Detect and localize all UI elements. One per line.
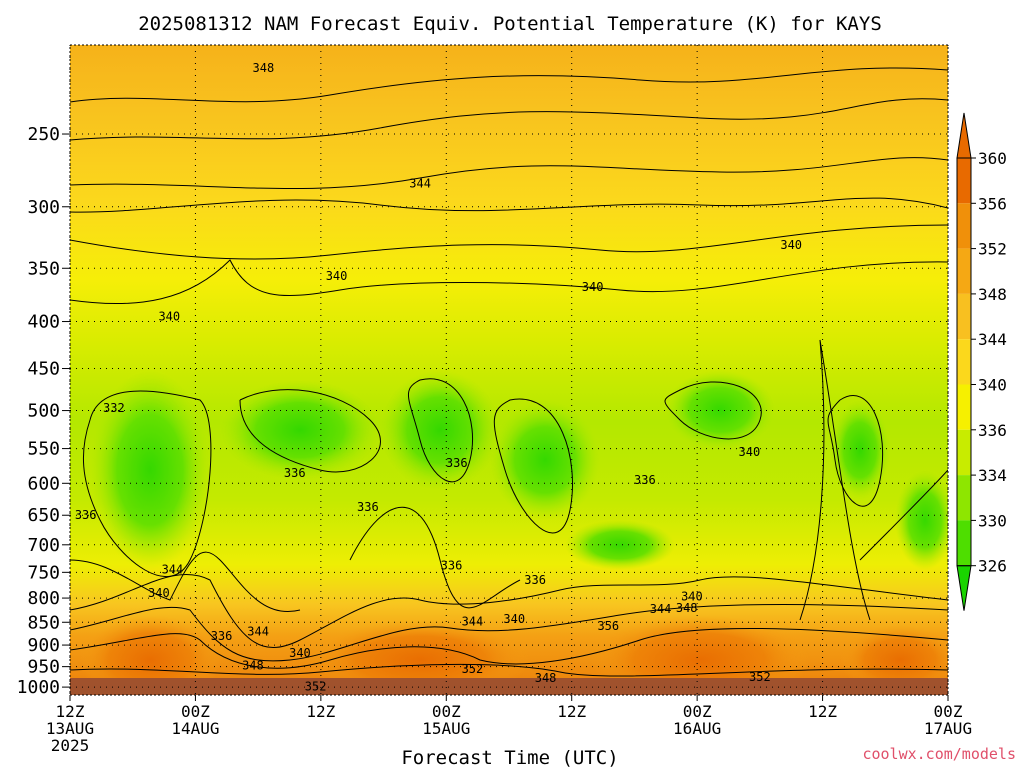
contour-label: 340 <box>739 445 761 459</box>
x-tick-label: 12Z <box>808 702 837 721</box>
y-tick-label: 450 <box>27 359 60 380</box>
green-minima <box>90 370 948 570</box>
x-axis-label: Forecast Time (UTC) <box>401 747 618 768</box>
x-tick-label: 00Z <box>181 702 210 721</box>
chart-title: 2025081312 NAM Forecast Equiv. Potential… <box>138 13 882 35</box>
x-tick-label: 17AUG <box>924 719 972 738</box>
colorbar-segment <box>957 203 971 249</box>
x-tick-label: 14AUG <box>171 719 219 738</box>
theta-e-field <box>70 45 948 695</box>
y-tick-label: 900 <box>27 635 60 656</box>
y-tick-label: 850 <box>27 612 60 633</box>
x-tick-label: 00Z <box>432 702 461 721</box>
contour-label: 336 <box>441 558 463 572</box>
colorbar-label: 326 <box>978 557 1007 576</box>
x-tick-label: 2025 <box>51 736 90 755</box>
contour-label: 344 <box>462 614 484 628</box>
watermark: coolwx.com/models <box>862 745 1016 763</box>
colorbar-label: 340 <box>978 376 1007 395</box>
contour-label: 340 <box>780 238 802 252</box>
contour-label: 340 <box>289 646 311 660</box>
colorbar-label: 360 <box>978 149 1007 168</box>
colorbar-frame <box>956 157 972 567</box>
grid-lines <box>69 45 949 695</box>
contour-label: 352 <box>462 662 484 676</box>
colorbar-label: 348 <box>978 285 1007 304</box>
ground-strip <box>70 678 948 695</box>
colorbar-segment <box>957 475 971 521</box>
contour-label: 340 <box>158 310 180 324</box>
orange-maxima <box>80 615 948 695</box>
colorbar-arrow-top <box>956 112 972 159</box>
y-tick-label: 650 <box>27 505 60 526</box>
contour-label: 340 <box>326 269 348 283</box>
x-tick-label: 12Z <box>56 702 85 721</box>
colorbar-segment <box>957 339 971 385</box>
x-tick-label: 12Z <box>557 702 586 721</box>
contour-label: 352 <box>749 670 771 684</box>
colorbar-label: 336 <box>978 421 1007 440</box>
contour-label: 336 <box>357 500 379 514</box>
y-tick-label: 700 <box>27 535 60 556</box>
x-tick-label: 00Z <box>934 702 963 721</box>
y-axis: 2503003504004505005506006507007508008509… <box>17 124 70 698</box>
y-tick-label: 400 <box>27 312 60 333</box>
y-tick-label: 1000 <box>17 677 60 698</box>
y-tick-label: 800 <box>27 588 60 609</box>
colorbar-label: 334 <box>978 466 1007 485</box>
colorbar-label: 352 <box>978 240 1007 259</box>
contour-label: 344 <box>162 563 184 577</box>
contour-label: 336 <box>446 456 468 470</box>
y-tick-label: 350 <box>27 258 60 279</box>
x-tick-label: 13AUG <box>46 719 94 738</box>
contour-label: 336 <box>634 473 656 487</box>
colorbar-segment <box>957 293 971 340</box>
colorbar-arrow-bottom <box>956 565 972 611</box>
contour-label: 348 <box>676 601 698 615</box>
contour-label: 344 <box>409 176 431 190</box>
x-tick-label: 15AUG <box>422 719 470 738</box>
colorbar-segment <box>957 384 971 430</box>
colorbar: 360 356 352 348 344 340 336 334 330 326 <box>956 112 1007 611</box>
contour-label: 356 <box>597 619 619 633</box>
contour-label: 348 <box>535 671 557 685</box>
colorbar-label: 330 <box>978 511 1007 530</box>
contour-label: 344 <box>247 625 269 639</box>
contour-label: 340 <box>681 590 703 604</box>
y-tick-label: 750 <box>27 562 60 583</box>
contour-label: 336 <box>75 508 97 522</box>
contour-lines <box>70 67 948 677</box>
x-tick-label: 12Z <box>306 702 335 721</box>
y-tick-label: 600 <box>27 473 60 494</box>
colorbar-label: 356 <box>978 194 1007 213</box>
colorbar-segment <box>957 429 971 476</box>
colorbar-segment <box>957 248 971 294</box>
contour-label: 352 <box>305 679 327 693</box>
y-tick-label: 550 <box>27 439 60 460</box>
x-tick-label: 16AUG <box>673 719 721 738</box>
contour-label: 336 <box>524 573 546 587</box>
contour-label: 340 <box>148 586 170 600</box>
contour-label: 348 <box>253 61 275 75</box>
y-tick-label: 500 <box>27 401 60 422</box>
contour-label: 332 <box>103 401 125 415</box>
contour-labels: 348 344 340 340 340 340 332 336 336 336 336 336 336 3… <box>75 61 802 693</box>
y-tick-label: 950 <box>27 657 60 678</box>
contour-label: 336 <box>284 466 306 480</box>
contour-label: 336 <box>211 629 233 643</box>
contour-label: 340 <box>582 280 604 294</box>
colorbar-label: 344 <box>978 330 1007 349</box>
contour-label: 348 <box>242 658 264 672</box>
x-tick-label: 00Z <box>683 702 712 721</box>
contour-label: 340 <box>503 612 525 626</box>
colorbar-segment <box>957 158 971 204</box>
colorbar-segment <box>957 520 971 566</box>
contour-label: 344 <box>650 602 672 616</box>
y-tick-label: 300 <box>27 197 60 218</box>
y-tick-label: 250 <box>27 124 60 145</box>
plot-area <box>70 45 948 695</box>
